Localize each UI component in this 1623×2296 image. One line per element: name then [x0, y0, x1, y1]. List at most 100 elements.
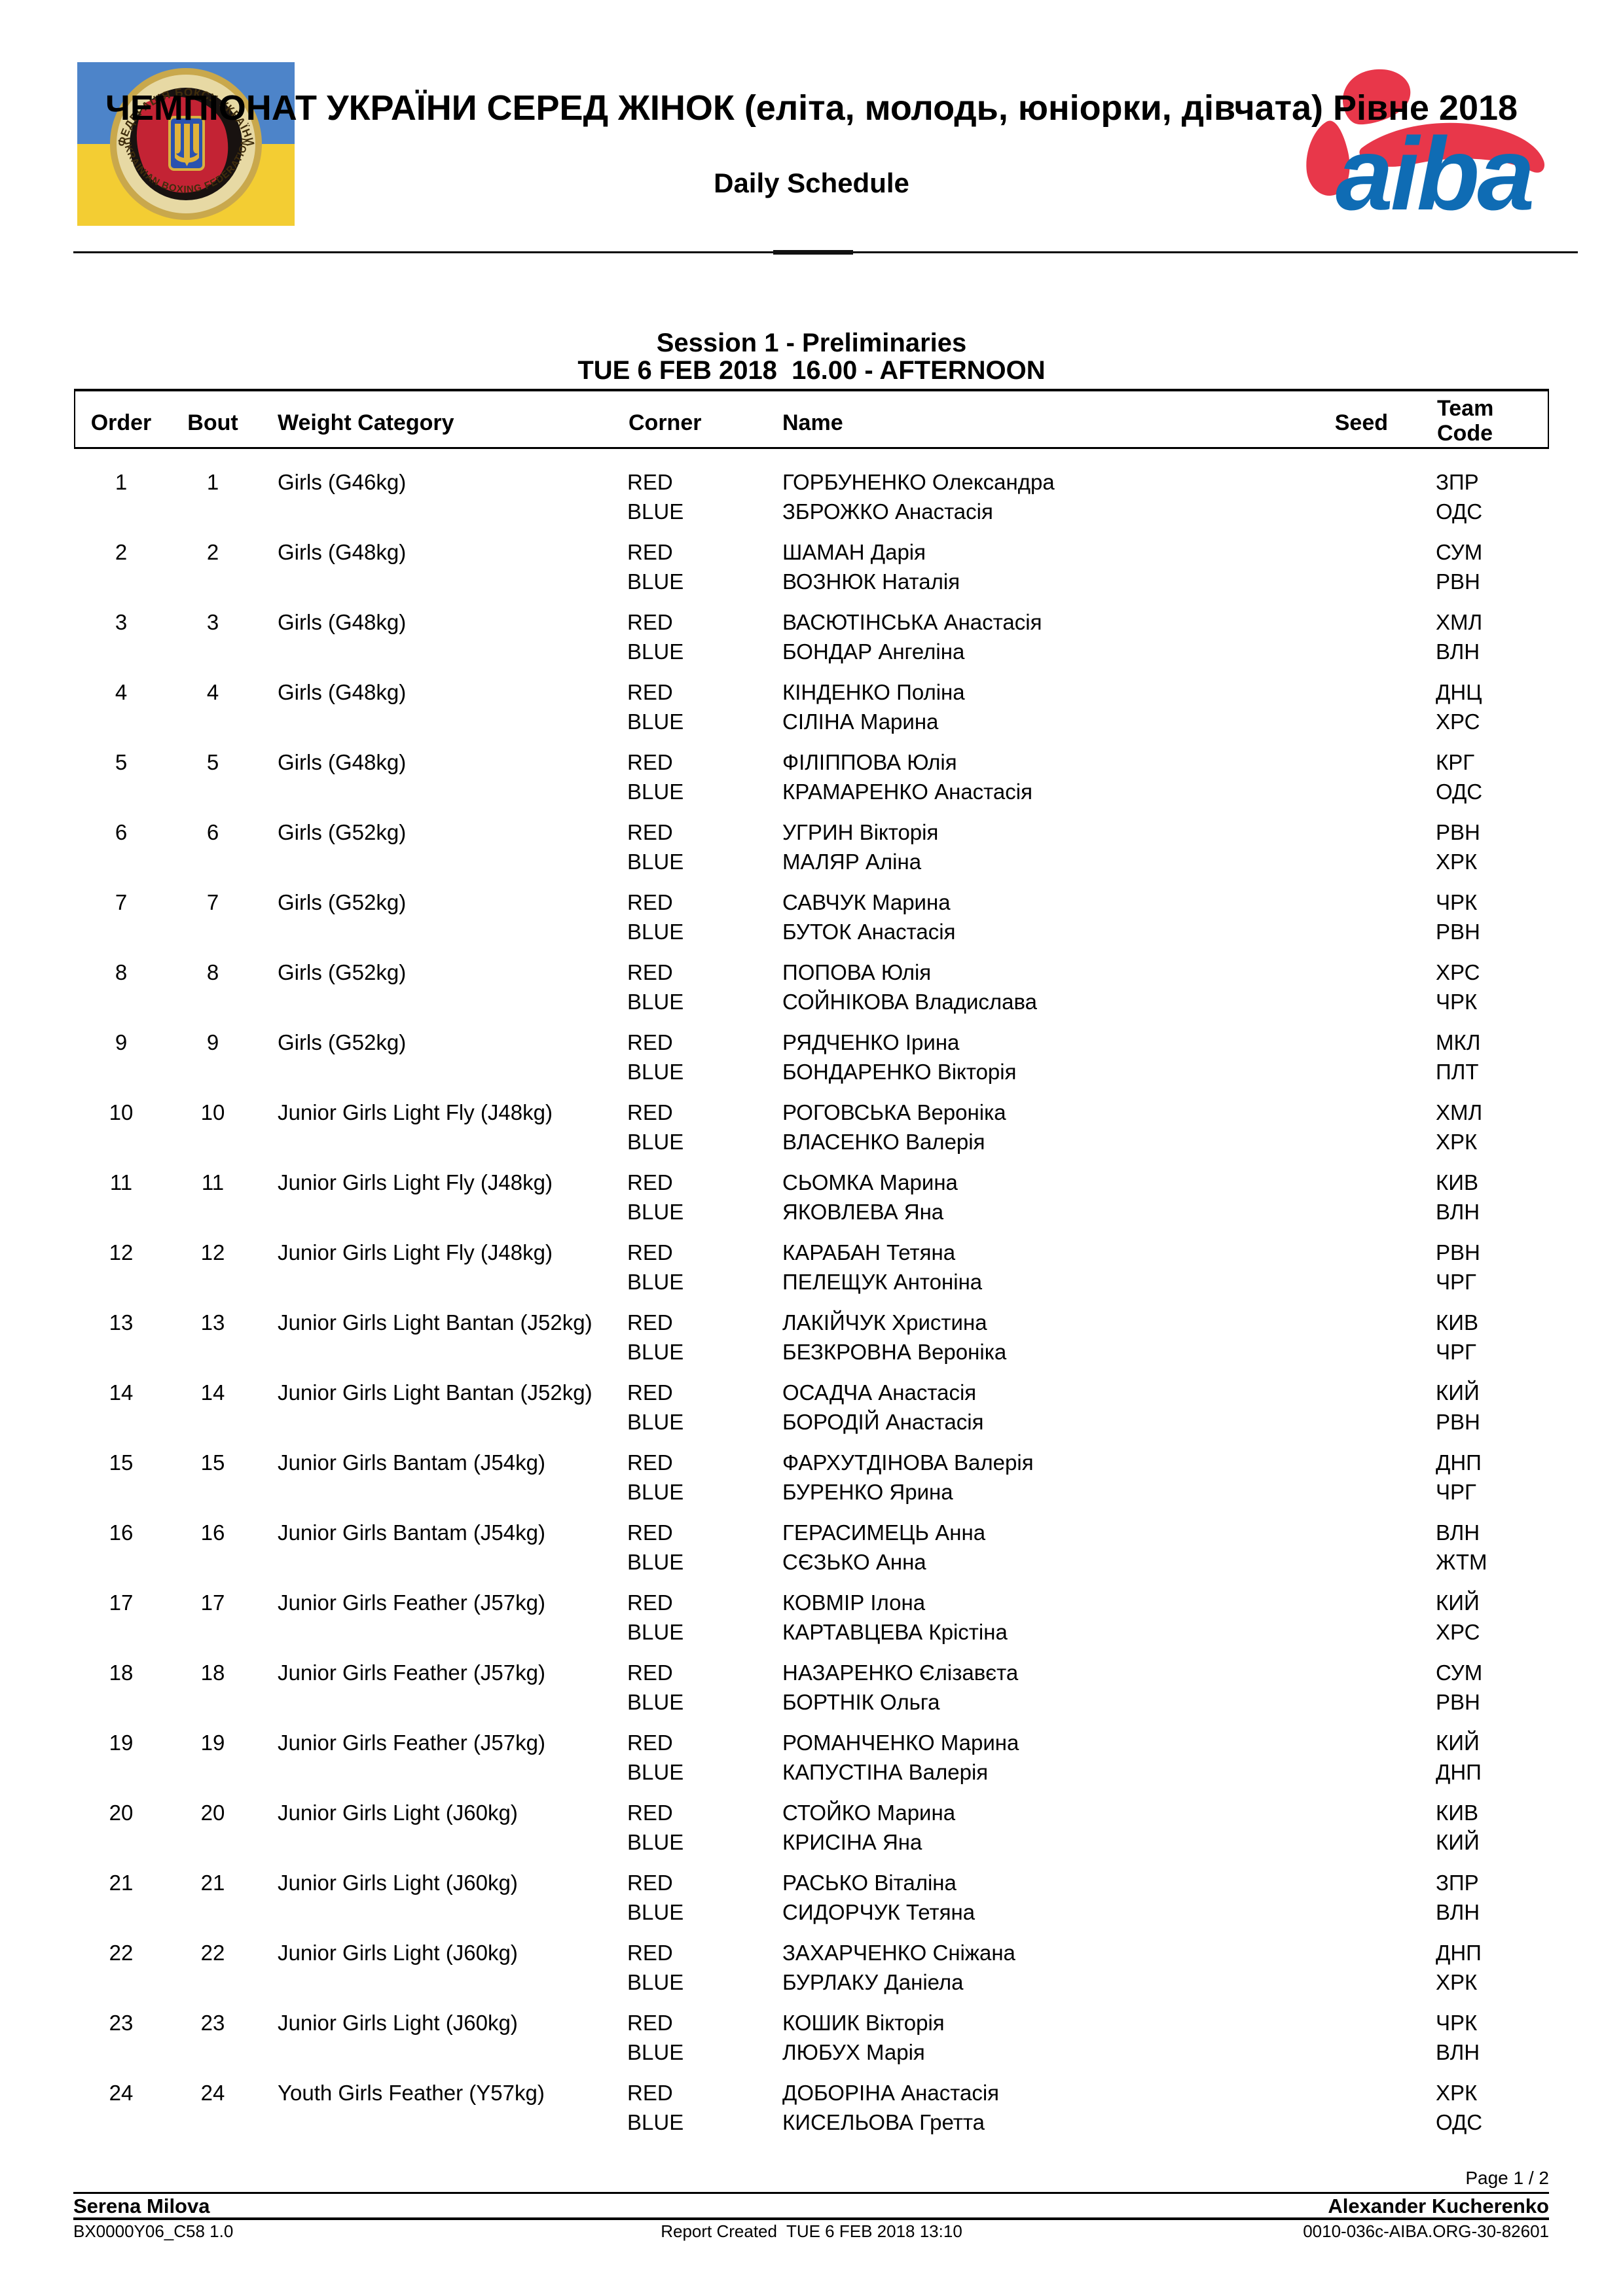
order-cell: 7 [115, 890, 128, 914]
team-code-blue: ПЛТ [1436, 1060, 1479, 1084]
corner-label-red: RED [627, 2081, 673, 2105]
boxer-name-red: ПОПОВА Юлія [782, 960, 932, 984]
corner-label-red: RED [627, 1731, 673, 1755]
team-code-red: КИВ [1436, 1170, 1478, 1194]
team-code-blue: ОДС [1436, 2110, 1483, 2134]
order-cell: 22 [109, 1941, 134, 1965]
order-cell: 3 [115, 610, 128, 634]
order-cell: 18 [109, 1660, 134, 1685]
team-code-blue: ХРС [1436, 709, 1480, 734]
aiba-ribbon-icon [1306, 69, 1545, 196]
corner-label-blue: BLUE [627, 709, 684, 734]
corner-label-red: RED [627, 1170, 673, 1194]
corner-label-red: RED [627, 820, 673, 844]
team-code-red: ДНП [1436, 1941, 1482, 1965]
boxer-name-blue: БЕЗКРОВНА Вероніка [782, 1340, 1007, 1364]
boxer-name-blue: БОРОДІЙ Анастасія [782, 1410, 984, 1434]
team-code-blue: ЧРГ [1436, 1340, 1476, 1364]
team-code-blue: ВЛН [1436, 2040, 1480, 2064]
corner-label-red: RED [627, 1590, 673, 1615]
corner-label-blue: BLUE [627, 1270, 684, 1294]
team-code-red: РВН [1436, 1240, 1480, 1265]
weight-category-cell: Girls (G48kg) [278, 610, 407, 634]
team-code-red: ДНП [1436, 1450, 1482, 1475]
weight-category-cell: Girls (G48kg) [278, 540, 407, 564]
corner-label-red: RED [627, 1520, 673, 1545]
boxer-name-blue: БОРТНІК Ольга [782, 1690, 940, 1714]
bout-number-cell: 1 [206, 470, 219, 494]
team-code-red: КРГ [1436, 750, 1475, 774]
bout-row: 19 19 Junior Girls Feather (J57kg) RED РОМАН… [0, 1731, 1623, 1796]
federation-logo: ФЕДЕРАЦІЯ БОКСУ УКРАЇНИ UKRAINIAN BOXING… [77, 62, 295, 226]
boxer-name-red: ЗАХАРЧЕНКО Сніжана [782, 1941, 1015, 1965]
col-header-corner: Corner [629, 410, 702, 435]
boxer-name-blue: СЄЗЬКО Анна [782, 1550, 926, 1574]
boxer-name-blue: ПЕЛЕЩУК Антоніна [782, 1270, 983, 1294]
boxer-name-red: КАРАБАН Тетяна [782, 1240, 956, 1265]
official-right: Alexander Kucherenko [1328, 2195, 1549, 2217]
order-cell: 20 [109, 1801, 134, 1825]
corner-label-red: RED [627, 540, 673, 564]
reference-code: 0010-036c-AIBA.ORG-30-82601 [1303, 2221, 1549, 2241]
aiba-logo: aiba [1302, 64, 1549, 232]
corner-label-blue: BLUE [627, 1760, 684, 1784]
team-code-red: ХРК [1436, 2081, 1478, 2105]
order-cell: 10 [109, 1100, 134, 1124]
boxer-name-blue: ВОЗНЮК Наталія [782, 569, 960, 594]
page-title: ЧЕМПІОНАТ УКРАЇНИ СЕРЕД ЖІНОК (еліта, мо… [105, 88, 1518, 128]
corner-label-red: RED [627, 1450, 673, 1475]
session-title: Session 1 - Preliminaries [656, 329, 967, 357]
team-code-blue: КИЙ [1436, 1830, 1480, 1854]
corner-label-red: RED [627, 1030, 673, 1054]
boxer-name-red: РОГОВСЬКА Вероніка [782, 1100, 1006, 1124]
weight-category-cell: Junior Girls Feather (J57kg) [278, 1660, 545, 1685]
document-code: BX0000Y06_C58 1.0 [73, 2221, 234, 2241]
bout-number-cell: 3 [206, 610, 219, 634]
bout-row: 20 20 Junior Girls Light (J60kg) RED СТОЙКО … [0, 1801, 1623, 1866]
order-cell: 15 [109, 1450, 134, 1475]
corner-label-red: RED [627, 1240, 673, 1265]
boxer-name-red: ГОРБУНЕНКО Олександра [782, 470, 1055, 494]
bout-row: 9 9 Girls (G52kg) RED РЯДЧЕНКО Ірина МКЛ BLUE Б… [0, 1030, 1623, 1096]
weight-category-cell: Girls (G48kg) [278, 680, 407, 704]
weight-category-cell: Junior Girls Light (J60kg) [278, 1801, 518, 1825]
bout-number-cell: 4 [206, 680, 219, 704]
weight-category-cell: Youth Girls Feather (Y57kg) [278, 2081, 545, 2105]
team-code-blue: ВЛН [1436, 639, 1480, 664]
team-code-blue: ВЛН [1436, 1200, 1480, 1224]
bout-row: 15 15 Junior Girls Bantam (J54kg) RED ФАРХУТ… [0, 1450, 1623, 1516]
corner-label-blue: BLUE [627, 780, 684, 804]
aiba-logo-text: aiba [1336, 117, 1532, 223]
corner-label-blue: BLUE [627, 1830, 684, 1854]
order-cell: 16 [109, 1520, 134, 1545]
weight-category-cell: Girls (G52kg) [278, 890, 407, 914]
team-code-blue: РВН [1436, 1690, 1480, 1714]
order-cell: 6 [115, 820, 128, 844]
corner-label-red: RED [627, 750, 673, 774]
bout-number-cell: 5 [206, 750, 219, 774]
footer-divider-top [73, 2192, 1549, 2194]
bout-row: 4 4 Girls (G48kg) RED КІНДЕНКО Поліна ДНЦ BLUE… [0, 680, 1623, 745]
order-cell: 1 [115, 470, 128, 494]
team-code-blue: ОДС [1436, 780, 1483, 804]
weight-category-cell: Junior Girls Light Fly (J48kg) [278, 1240, 553, 1265]
col-header-weight-category: Weight Category [278, 410, 454, 435]
corner-label-red: RED [627, 1380, 673, 1405]
bout-number-cell: 8 [206, 960, 219, 984]
weight-category-cell: Girls (G48kg) [278, 750, 407, 774]
bout-number-cell: 14 [200, 1380, 225, 1405]
bout-number-cell: 15 [200, 1450, 225, 1475]
order-cell: 19 [109, 1731, 134, 1755]
boxer-name-blue: ЛЮБУХ Марія [782, 2040, 925, 2064]
team-code-red: КИЙ [1436, 1731, 1480, 1755]
corner-label-blue: BLUE [627, 2040, 684, 2064]
boxer-name-red: НАЗАРЕНКО Єлізавєта [782, 1660, 1019, 1685]
corner-label-blue: BLUE [627, 1970, 684, 1994]
bout-row: 7 7 Girls (G52kg) RED САВЧУК Марина ЧРК BLUE БУ… [0, 890, 1623, 956]
weight-category-cell: Girls (G46kg) [278, 470, 407, 494]
weight-category-cell: Girls (G52kg) [278, 1030, 407, 1054]
bout-number-cell: 11 [201, 1170, 225, 1194]
team-code-red: КИВ [1436, 1801, 1478, 1825]
order-cell: 23 [109, 2011, 134, 2035]
team-code-red: РВН [1436, 820, 1480, 844]
